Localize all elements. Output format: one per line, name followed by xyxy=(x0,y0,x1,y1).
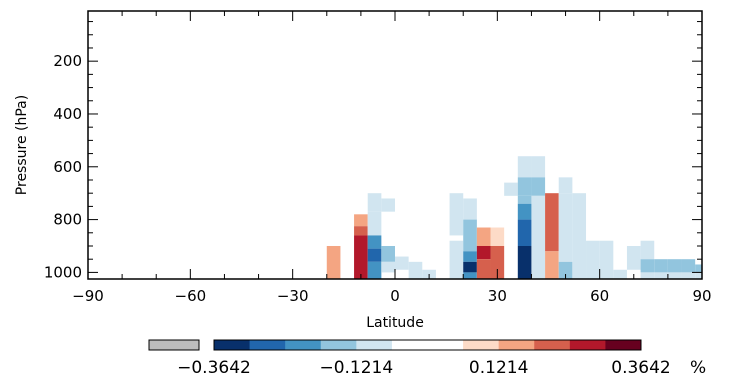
heatmap-cell xyxy=(490,227,505,246)
heatmap-cell xyxy=(367,193,382,212)
heatmap-cell xyxy=(695,272,702,279)
heatmap-cell xyxy=(381,245,395,262)
y-tick-label: 800 xyxy=(53,211,82,229)
colorbar-segment xyxy=(285,340,322,350)
colorbar-segment xyxy=(427,340,464,350)
heatmap-cell xyxy=(367,261,382,279)
heatmap-cell xyxy=(463,251,477,262)
axis-tick-labels: −90 −60 −30 0 30 60 90 200 400 600 800 1000 xyxy=(44,52,712,305)
colorbar-segment xyxy=(320,340,357,350)
heatmap-cell xyxy=(463,261,477,273)
colorbar-segment xyxy=(569,340,606,350)
x-tick-label: 90 xyxy=(692,287,711,305)
heatmap-cell xyxy=(640,240,655,260)
heatmap-cell xyxy=(326,245,341,279)
heatmap-cell xyxy=(367,235,382,249)
colorbar-tick-label: −0.1214 xyxy=(319,358,393,378)
heatmap-cell xyxy=(572,193,587,279)
colorbar-segment xyxy=(534,340,571,350)
colorbar-frame xyxy=(213,339,642,351)
x-axis-title: Latitude xyxy=(366,315,424,331)
heatmap-cell xyxy=(545,251,559,279)
y-tick-label: 1000 xyxy=(44,263,82,281)
colorbar-segment xyxy=(391,340,428,350)
heatmap-cell xyxy=(599,240,614,279)
colorbar-tick-label: 0.1214 xyxy=(469,358,528,378)
heatmap-cell xyxy=(613,269,627,279)
heatmap-cell xyxy=(476,259,491,279)
x-tick-label: −90 xyxy=(72,287,104,305)
colorbar-labels: −0.3642 −0.1214 0.1214 0.3642 xyxy=(177,358,671,378)
heatmap-cell xyxy=(517,245,532,279)
x-tick-label: −30 xyxy=(277,287,309,305)
heatmap-cells xyxy=(326,156,702,279)
axis-ticks xyxy=(87,11,703,279)
y-tick-label: 400 xyxy=(53,105,82,123)
heatmap-cell xyxy=(654,259,668,273)
plot-frame xyxy=(87,10,703,280)
colorbar-segment xyxy=(214,340,251,350)
colorbar-segment xyxy=(356,340,393,350)
heatmap-cell xyxy=(490,245,505,279)
heatmap-cell xyxy=(558,261,573,279)
heatmap-cell xyxy=(354,226,368,236)
heatmap-cell xyxy=(517,203,532,220)
heatmap-cell xyxy=(463,272,477,279)
heatmap-cell xyxy=(367,211,382,236)
heatmap-cell xyxy=(558,193,573,262)
heatmap-cell xyxy=(640,259,655,273)
heatmap-cell xyxy=(654,272,668,279)
heatmap-cell xyxy=(695,264,702,273)
heatmap-cell xyxy=(681,272,696,279)
heatmap-cell xyxy=(504,182,518,196)
heatmap-cell xyxy=(354,214,368,227)
heatmap-cell xyxy=(667,259,682,273)
heatmap-cell xyxy=(476,227,491,246)
x-tick-label: −60 xyxy=(175,287,207,305)
colorbar-unit: % xyxy=(690,358,706,378)
heatmap-cell xyxy=(463,219,477,252)
heatmap-cell xyxy=(408,261,423,279)
y-tick-label: 600 xyxy=(53,158,82,176)
heatmap-cell xyxy=(681,259,696,273)
colorbar-segment xyxy=(498,340,535,350)
heatmap-cell xyxy=(381,198,395,212)
heatmap-cell xyxy=(626,245,641,270)
colorbar-tick-label: −0.3642 xyxy=(177,358,251,378)
heatmap-cell xyxy=(640,272,655,279)
heatmap-cell xyxy=(558,177,573,194)
heatmap-cell xyxy=(463,198,477,220)
heatmap-cell xyxy=(517,219,532,246)
colorbar xyxy=(213,339,642,351)
x-tick-label: 60 xyxy=(590,287,609,305)
heatmap-cell xyxy=(545,193,559,252)
heatmap-cell xyxy=(395,256,409,270)
colorbar-segment xyxy=(249,340,286,350)
heatmap-cell xyxy=(517,177,532,196)
colorbar-missing-swatch xyxy=(148,339,200,351)
heatmap-cell xyxy=(367,248,382,262)
heatmap-cell xyxy=(517,156,532,178)
heatmap-cell xyxy=(531,156,546,178)
heatmap-cell xyxy=(476,245,491,260)
heatmap-cell xyxy=(381,261,395,273)
y-axis-title: Pressure (hPa) xyxy=(14,95,30,195)
y-tick-label: 200 xyxy=(53,52,82,70)
x-tick-label: 30 xyxy=(488,287,507,305)
heatmap-cell xyxy=(531,177,546,196)
heatmap-cell xyxy=(517,195,532,204)
heatmap-cell xyxy=(354,235,368,279)
heatmap-cell xyxy=(667,272,682,279)
x-tick-label: 0 xyxy=(390,287,400,305)
heatmap-cell xyxy=(449,193,464,236)
colorbar-segment xyxy=(463,340,500,350)
colorbar-segment xyxy=(605,340,642,350)
heatmap-cell xyxy=(449,240,464,279)
heatmap-cell xyxy=(531,195,546,279)
colorbar-tick-label: 0.3642 xyxy=(611,358,670,378)
heatmap-cell xyxy=(586,240,600,279)
